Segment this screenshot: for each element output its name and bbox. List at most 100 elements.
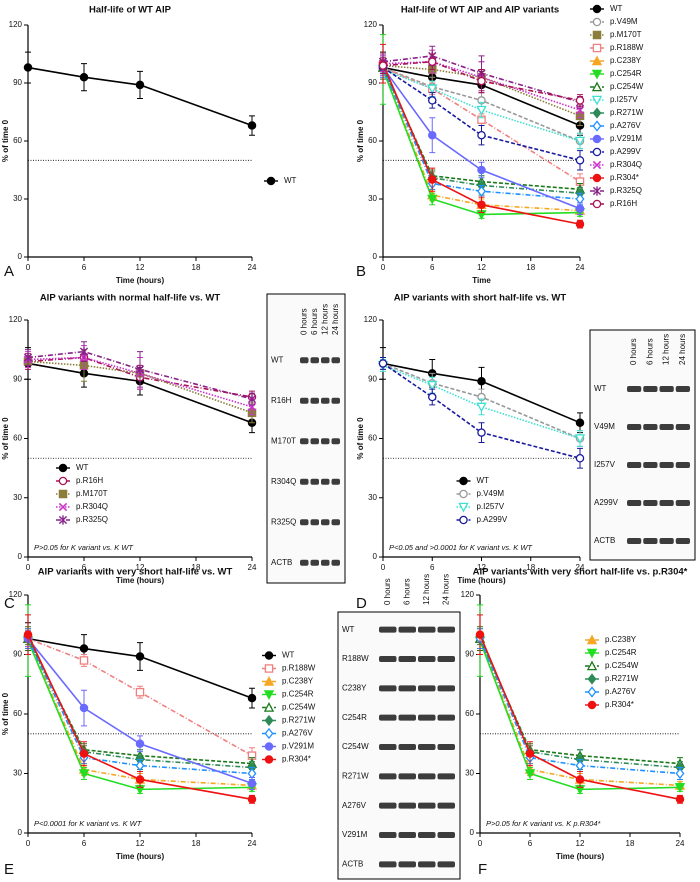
western-blot: 0 hours 6 hours 12 hours 24 hours WT V49M I257… [589,329,696,561]
marker [79,749,89,758]
blot-band [310,478,319,485]
blot-band [418,656,436,662]
legend-label: p.R304Q [76,502,108,511]
blot-row-label: C254W [342,742,369,751]
blot-band [659,386,674,392]
blot-band [321,519,330,526]
blot-column-label: 6 hours [645,338,654,365]
blot-band [643,538,658,544]
marker [475,630,485,639]
blot-band [398,861,416,868]
x-tick-label: 6 [430,563,435,572]
y-tick-label: 30 [368,493,377,502]
blot-band [675,538,690,544]
blot-band [418,744,436,750]
marker [135,759,145,772]
y-axis-title: % of time 0 [356,417,365,460]
legend-label: p.V49M [610,17,638,26]
chart-title: Half-life of WT AIP and AIP variants [401,5,559,16]
legend-label: p.R304* [605,700,634,709]
blot-band [310,438,319,445]
blot-row-label: ACTB [342,859,363,868]
x-tick-label: 18 [526,563,535,572]
x-tick-label: 0 [26,839,31,848]
legend-marker [264,755,274,764]
legend-marker [586,648,598,659]
panel-letter: D [356,595,367,612]
marker [575,219,585,229]
chart-title: AIP variants with very short half-life v… [473,567,688,578]
legend-label: p.V291M [610,134,642,143]
blot-band [418,861,436,868]
blot-band [418,832,436,838]
x-tick-label: 0 [26,563,31,572]
series-line [382,67,581,200]
x-axis-title: Time [472,276,491,285]
blot-row-label: R271W [342,771,369,780]
marker [79,644,89,653]
legend-marker [459,489,468,499]
marker [477,200,486,210]
blot-column-label: 6 hours [310,308,319,335]
blot-band [627,424,642,430]
blot-row-label: C238Y [342,683,367,692]
legend-marker [263,690,275,700]
legend-marker [591,69,603,80]
y-tick-label: 90 [465,650,474,659]
blot-band [300,478,309,485]
legend-marker [58,515,68,525]
y-axis-title: % of time 0 [1,417,10,460]
x-tick-label: 18 [192,263,201,272]
blot-band [418,626,436,633]
x-tick-label: 18 [192,839,201,848]
marker [135,775,145,784]
legend-label: WT [282,651,295,660]
panel-letter: C [4,595,15,612]
x-axis-title: Time (hours) [556,852,605,861]
marker [247,394,257,404]
legend-label: WT [76,463,89,472]
y-tick-label: 60 [13,709,22,718]
x-tick-label: 24 [576,263,585,272]
blot-band [418,802,436,809]
x-axis-title: Time (hours) [116,852,165,861]
blot-band [627,538,642,544]
marker [427,392,437,402]
blot-band [379,802,397,809]
legend-label: p.R271W [282,716,316,725]
panel: AIP variants with normal half-life vs. W… [1,293,257,612]
marker [575,193,585,205]
blot-band [675,386,690,392]
blot-band [379,773,397,780]
legend-label: p.C238Y [282,677,314,686]
blot-band [300,559,309,566]
legend-label: p.R188W [610,43,644,52]
y-tick-label: 0 [373,252,378,261]
x-tick-label: 0 [478,839,483,848]
series-line [382,67,581,191]
blot-band [321,397,330,404]
x-tick-label: 24 [248,563,257,572]
y-tick-label: 0 [373,552,378,561]
series-line [382,63,581,225]
x-tick-label: 6 [82,563,87,572]
blot-band [659,424,674,430]
blot-band [398,773,416,780]
legend-marker [592,30,602,40]
y-tick-label: 0 [18,552,23,561]
x-tick-label: 12 [136,563,145,572]
blot-band [643,386,658,392]
series-line [27,350,253,400]
marker [477,165,486,175]
legend-marker [586,660,598,671]
x-tick-label: 12 [576,839,585,848]
x-tick-label: 6 [82,839,87,848]
legend-marker [58,463,68,473]
marker [427,175,437,184]
blot-band [643,500,658,506]
legend-marker [592,107,602,119]
legend-marker [586,634,598,645]
marker [525,749,535,758]
x-tick-label: 12 [477,263,486,272]
